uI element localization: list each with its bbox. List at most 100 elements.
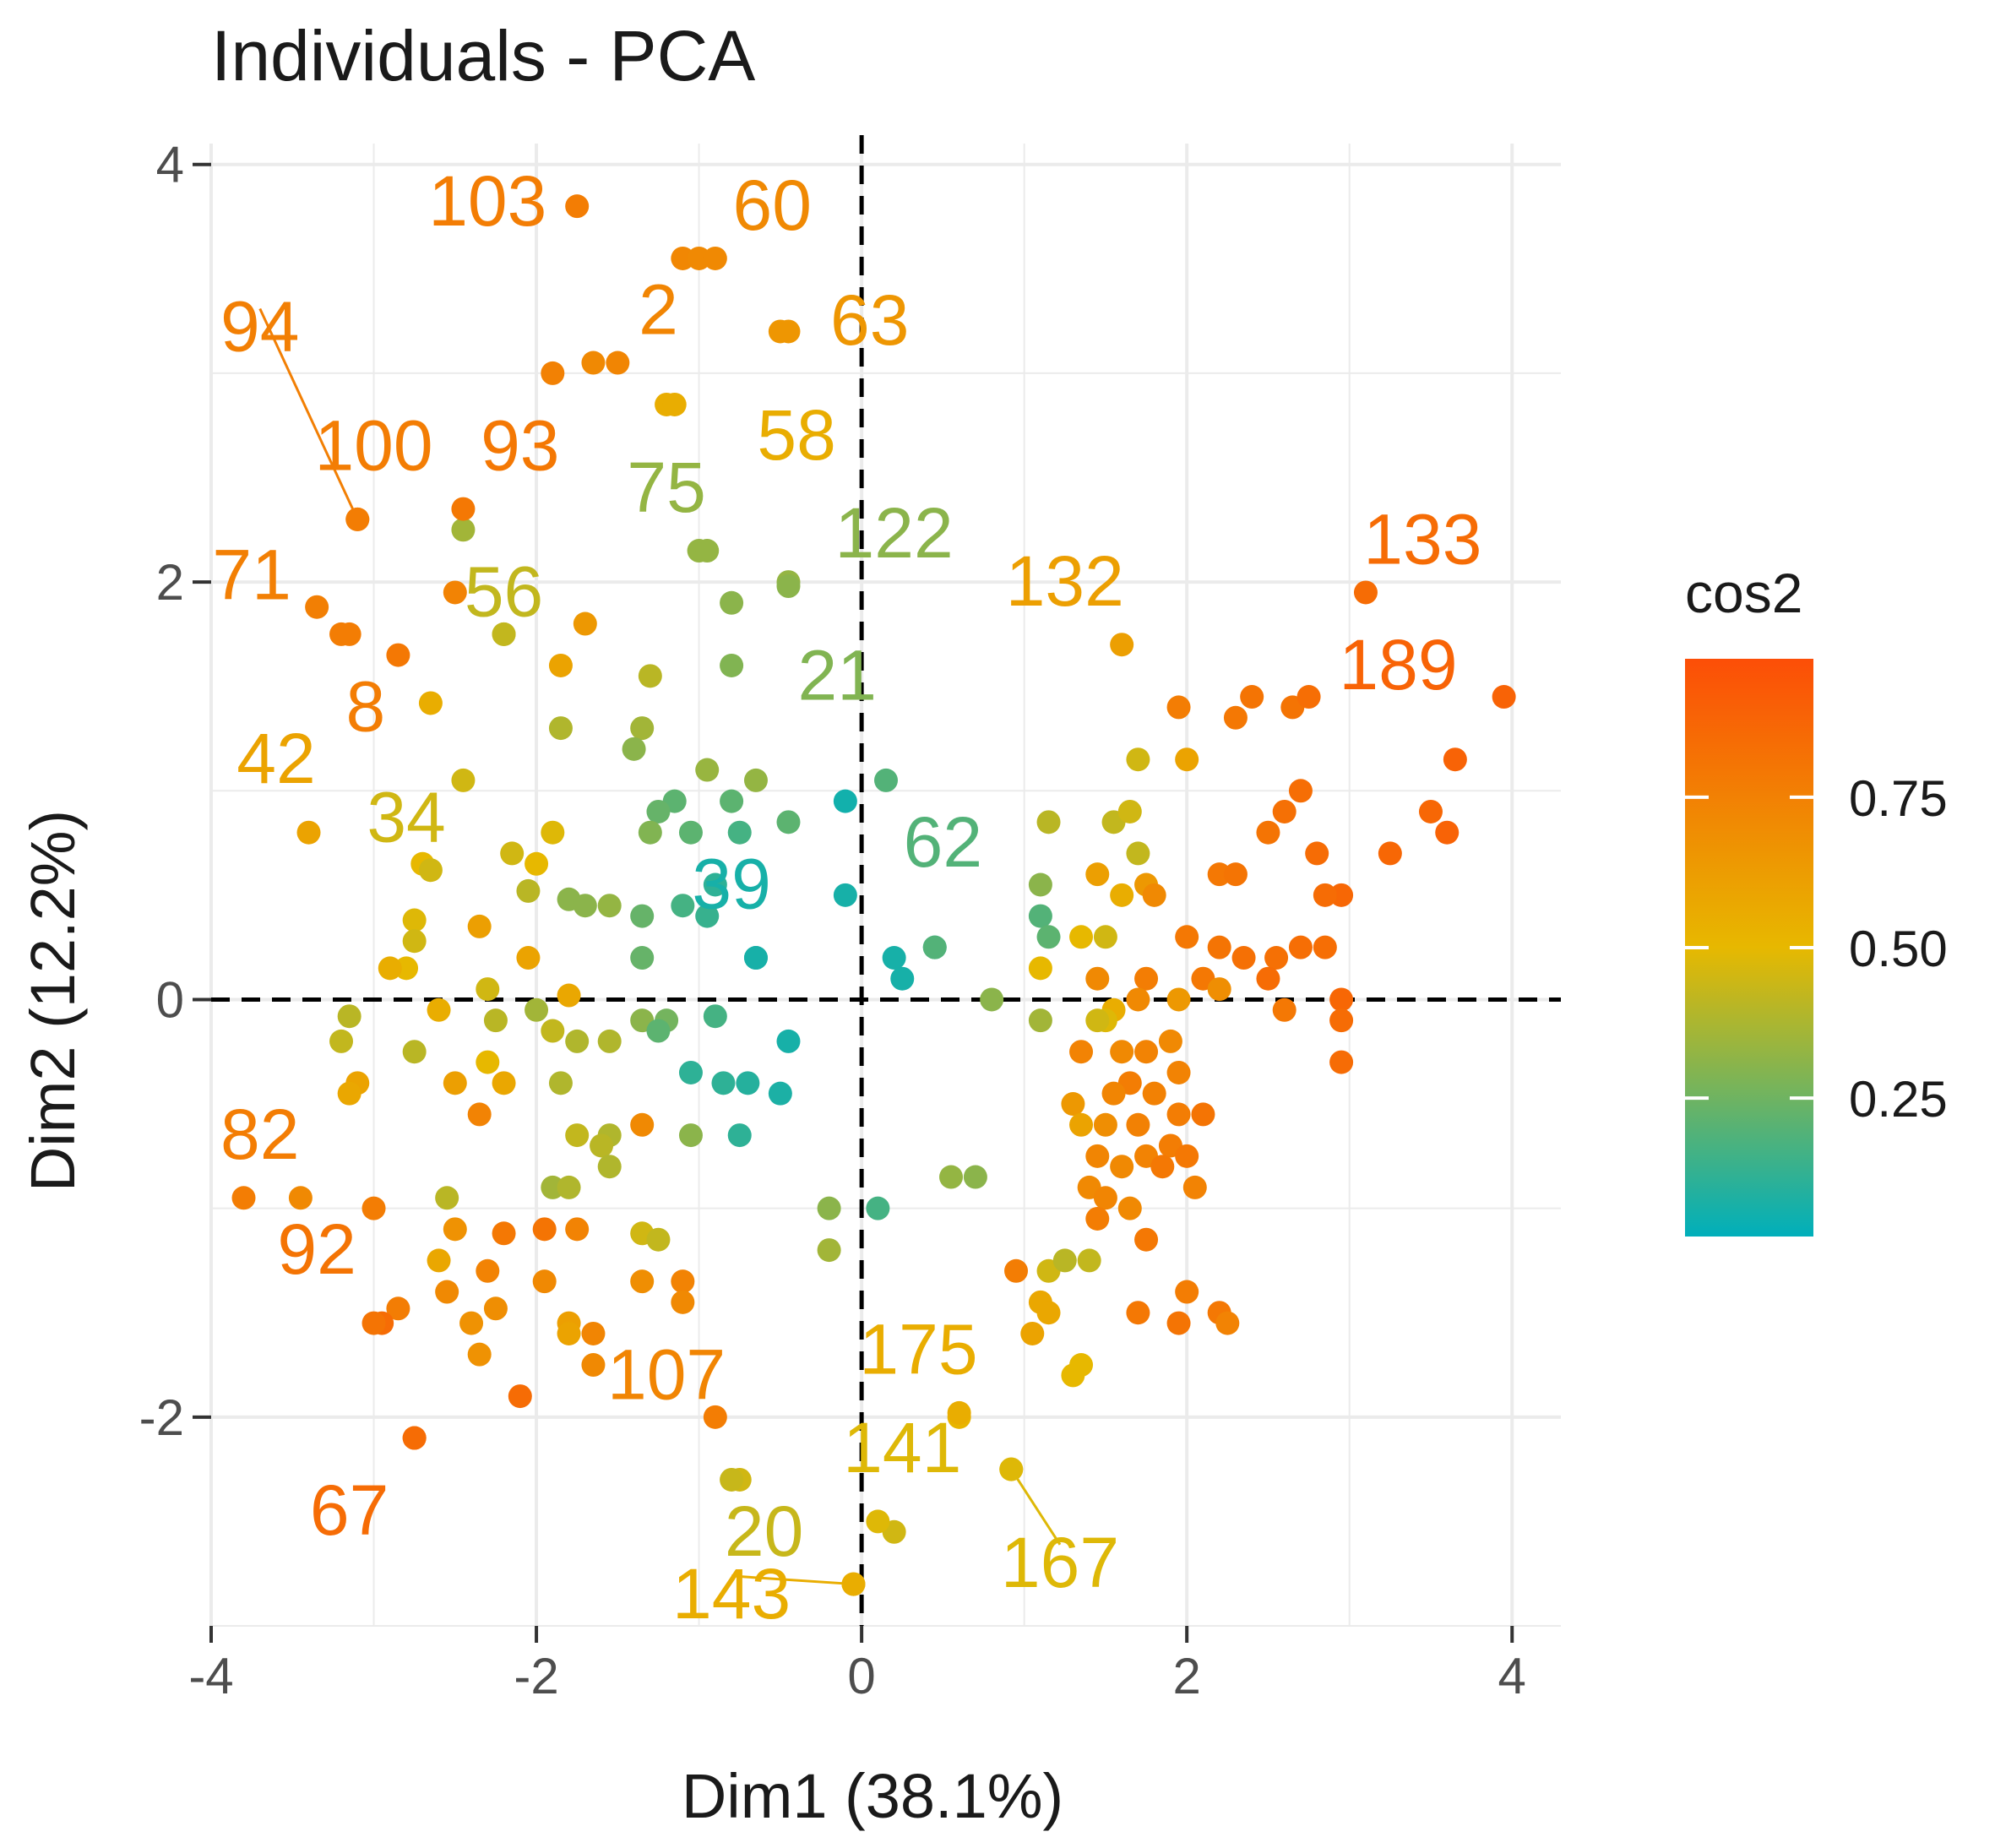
data-point — [581, 1353, 606, 1378]
labeled-data-point — [703, 246, 727, 270]
data-points — [231, 194, 1516, 1596]
data-point — [402, 929, 427, 954]
data-point — [1182, 1175, 1207, 1199]
data-point — [557, 1175, 581, 1199]
data-point — [565, 1217, 590, 1242]
data-point — [882, 946, 906, 970]
x-tick-label: 2 — [1172, 1648, 1200, 1704]
data-point — [1272, 799, 1296, 823]
data-point — [573, 611, 597, 636]
labeled-data-point — [695, 539, 720, 563]
data-point — [1175, 747, 1199, 772]
point-label: 63 — [830, 280, 909, 360]
data-point — [492, 1071, 516, 1095]
point-label: 62 — [904, 802, 982, 882]
data-point — [1069, 1040, 1094, 1064]
labeled-data-point — [1353, 580, 1378, 605]
axes: -4 -2 0 2 4 -2 0 2 4 — [139, 137, 1526, 1704]
data-point — [720, 789, 744, 813]
data-point — [467, 1102, 492, 1127]
data-point — [1126, 747, 1150, 772]
data-point — [1175, 1280, 1199, 1304]
label-leader-line — [731, 1574, 854, 1586]
data-point — [1207, 977, 1231, 1002]
labeled-data-point — [743, 946, 768, 970]
data-point — [1110, 883, 1134, 907]
data-point — [736, 1071, 760, 1095]
data-point — [557, 1321, 581, 1345]
data-point — [435, 1280, 459, 1304]
data-point — [646, 1227, 671, 1252]
data-point — [630, 946, 655, 970]
data-point — [435, 1186, 459, 1210]
data-point — [541, 1175, 565, 1199]
data-point — [548, 653, 573, 677]
point-label: 21 — [798, 635, 877, 715]
point-label: 20 — [725, 1492, 803, 1571]
labeled-data-point — [361, 1311, 386, 1335]
data-point — [1085, 966, 1110, 991]
data-point — [687, 246, 711, 270]
data-point — [1052, 1248, 1077, 1273]
data-point — [1110, 1155, 1134, 1179]
data-point — [443, 1217, 467, 1242]
y-axis-title: Dim2 (12.2%) — [18, 810, 88, 1192]
legend-title: cos2 — [1685, 562, 1802, 624]
data-point — [1329, 987, 1354, 1012]
data-point — [402, 1040, 427, 1064]
point-label: 100 — [314, 405, 432, 485]
data-point — [695, 758, 720, 782]
data-point — [443, 1071, 467, 1095]
data-point — [329, 1029, 354, 1053]
data-point — [443, 580, 467, 605]
data-point — [833, 789, 857, 813]
data-point — [1240, 685, 1264, 709]
data-point — [541, 1019, 565, 1043]
labeled-data-point — [720, 1467, 744, 1492]
data-point — [565, 1123, 590, 1148]
data-point — [402, 908, 427, 932]
labeled-data-point — [402, 1426, 427, 1450]
data-point — [1305, 841, 1329, 866]
labeled-data-point — [451, 497, 476, 521]
data-point — [1028, 956, 1052, 981]
data-point — [557, 983, 581, 1008]
data-point — [1223, 705, 1248, 730]
data-point — [532, 1217, 557, 1242]
data-point — [548, 1071, 573, 1095]
labeled-data-point — [296, 820, 321, 845]
data-point — [597, 894, 622, 918]
point-label: 56 — [465, 552, 543, 631]
data-point — [1085, 1206, 1110, 1231]
data-point — [1166, 987, 1191, 1012]
labeled-data-point — [337, 622, 361, 646]
point-label: 122 — [835, 493, 954, 573]
data-point — [1296, 685, 1321, 709]
data-point — [516, 946, 541, 970]
data-point — [451, 518, 476, 542]
data-point — [678, 1123, 703, 1148]
point-label: 39 — [692, 845, 770, 924]
data-point — [541, 820, 565, 845]
point-label: 103 — [428, 161, 546, 241]
data-point — [1378, 841, 1402, 866]
data-point — [638, 820, 662, 845]
data-point — [467, 914, 492, 938]
data-point — [833, 883, 857, 907]
legend-break-label: 0.25 — [1849, 1071, 1948, 1128]
data-point — [1134, 1040, 1159, 1064]
data-point — [1061, 1092, 1085, 1117]
data-point — [1069, 1353, 1094, 1378]
data-point — [630, 716, 655, 741]
data-point — [866, 1196, 890, 1220]
point-label: 2 — [639, 270, 678, 350]
data-point — [703, 872, 727, 897]
data-point — [630, 1269, 655, 1294]
data-point — [1264, 946, 1289, 970]
data-point — [597, 1155, 622, 1179]
data-point — [1207, 862, 1231, 887]
point-label: 75 — [627, 448, 705, 527]
data-point — [500, 841, 525, 866]
data-point — [483, 1008, 508, 1033]
data-point — [1085, 862, 1110, 887]
